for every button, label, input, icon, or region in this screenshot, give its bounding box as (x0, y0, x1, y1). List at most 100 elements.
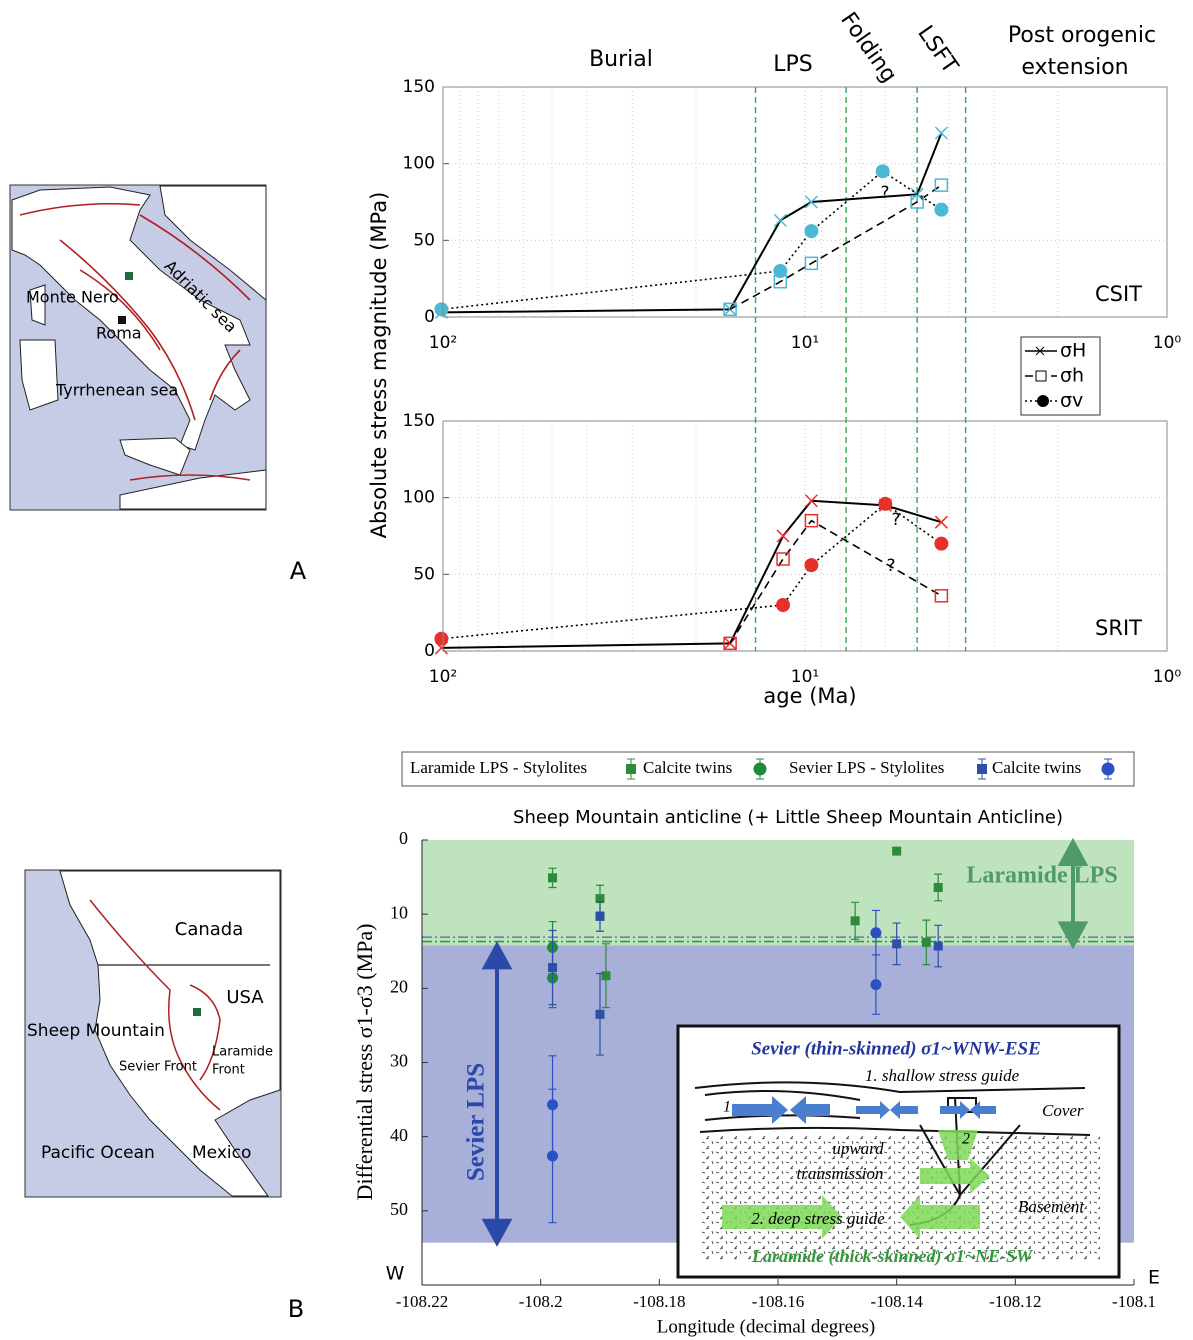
marker (776, 552, 790, 566)
legend-label: Calcite twins (992, 758, 1081, 777)
inset-label: Basement (1018, 1197, 1085, 1216)
series-line (441, 132, 943, 314)
map-north-america: Canada USA Sheep Mountain Sevier Front L… (24, 869, 282, 1198)
panel-label: CSIT (1095, 282, 1142, 306)
inset-diagram: Sevier (thin-skinned) σ1~WNW-ESE 1. shal… (676, 1024, 1121, 1279)
inset-title: Sevier (thin-skinned) σ1~WNW-ESE (751, 1038, 1041, 1059)
marker (723, 636, 737, 651)
map-label: Front (212, 1063, 245, 1078)
marker (934, 126, 948, 140)
annotation: ? (891, 510, 900, 530)
inset-title: Laramide (thick-skinned) σ1~NE-SW (751, 1246, 1034, 1267)
map-label: USA (226, 987, 264, 1008)
marker (804, 224, 819, 239)
marker (934, 515, 948, 529)
x-tick-label: 10² (429, 667, 457, 687)
plot-frame (442, 420, 1168, 652)
y-tick-label: 30 (390, 1051, 408, 1071)
inset-label: 2 (962, 1131, 970, 1148)
marker (434, 302, 449, 317)
x-axis-label: age (Ma) (763, 684, 856, 708)
y-tick-label: 100 (403, 488, 435, 508)
y-tick-label: 150 (403, 411, 435, 431)
legend-marker (1035, 370, 1047, 382)
band-label: Laramide LPS (966, 863, 1117, 889)
legend-label: σH (1060, 340, 1086, 362)
marker (548, 963, 558, 973)
marker (804, 513, 819, 528)
marker (933, 882, 943, 892)
legend-box (1020, 336, 1101, 416)
marker (776, 598, 791, 612)
phase-label: Post orogenic (1008, 23, 1156, 48)
marker (850, 916, 860, 926)
direction-label: W (386, 1263, 405, 1285)
phase-label: Burial (589, 47, 653, 72)
plot-area (443, 87, 1167, 317)
map-label: Roma (96, 324, 142, 343)
map-label: Sevier Front (119, 1060, 197, 1075)
marker (892, 939, 902, 949)
panel-label: SRIT (1095, 616, 1142, 640)
y-tick-label: 0 (424, 307, 435, 327)
map-label: Sheep Mountain (27, 1021, 165, 1041)
x-tick-label: -108.14 (870, 1292, 923, 1311)
legend-label: Laramide LPS - Stylolites (410, 758, 587, 777)
y-tick-label: 100 (403, 154, 435, 174)
marker (773, 213, 787, 227)
legend-marker (1101, 762, 1115, 776)
marker (934, 202, 949, 217)
y-tick-label: 40 (390, 1125, 408, 1145)
marker (804, 558, 819, 573)
legend-marker (753, 762, 767, 776)
series-line (441, 502, 942, 640)
inset-label: Cover (1042, 1101, 1084, 1120)
marker (723, 302, 737, 317)
x-axis-label: Longitude (decimal degrees) (657, 1316, 875, 1337)
series-line (441, 499, 942, 649)
marker (804, 256, 819, 271)
marker (875, 164, 890, 179)
x-tick-label: 10² (429, 333, 457, 353)
map-label: Laramide (212, 1045, 273, 1060)
inset-label: 1 (723, 1099, 731, 1116)
marker (804, 195, 818, 209)
inset-label: transmission (797, 1164, 884, 1183)
marker (870, 927, 882, 939)
map-label: Canada (175, 919, 244, 940)
y-tick-label: 50 (413, 230, 435, 250)
y-tick-label: 0 (424, 641, 435, 661)
map-italy: Monte Nero Roma Adriatic sea Tyrrhenean … (9, 184, 267, 511)
legend-marker (626, 764, 636, 774)
marker (773, 264, 788, 278)
y-tick-label: 50 (413, 564, 435, 584)
phase-label: LSFT (912, 21, 963, 78)
y-tick-label: 10 (390, 902, 408, 922)
x-tick-label: -108.1 (1112, 1292, 1156, 1311)
marker (934, 536, 949, 551)
x-tick-label: 10¹ (791, 667, 819, 687)
series-line (729, 519, 942, 644)
map-label: Pacific Ocean (41, 1143, 155, 1163)
phase-label: extension (1021, 55, 1128, 80)
axes (421, 840, 1134, 1286)
legend-marker (977, 764, 987, 774)
marker (595, 911, 605, 921)
x-tick-label: -108.12 (989, 1292, 1041, 1311)
y-tick-label: 0 (399, 828, 408, 848)
legend-label: σv (1060, 390, 1083, 412)
x-tick-label: 10¹ (791, 333, 819, 353)
marker (933, 941, 943, 951)
band-arrow (481, 941, 513, 1247)
series-line (729, 184, 942, 311)
marker (934, 178, 949, 192)
marker (434, 631, 449, 646)
panel-label: A (290, 557, 307, 585)
annotation: ? (886, 556, 895, 576)
legend-marker (1035, 346, 1045, 356)
plot-frame (442, 86, 1168, 318)
inset-label: 1. shallow stress guide (865, 1066, 1020, 1085)
marker (921, 937, 931, 947)
marker (934, 589, 949, 603)
